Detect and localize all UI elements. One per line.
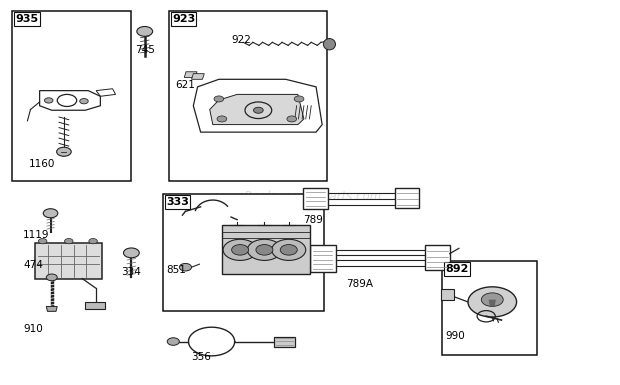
Circle shape xyxy=(468,287,516,317)
Circle shape xyxy=(481,293,503,306)
Bar xyxy=(86,302,105,309)
Circle shape xyxy=(43,209,58,218)
Circle shape xyxy=(167,338,179,345)
Bar xyxy=(303,187,328,209)
Circle shape xyxy=(217,116,227,122)
Text: 892: 892 xyxy=(445,264,469,274)
Circle shape xyxy=(89,239,97,244)
Bar xyxy=(222,224,310,274)
Text: 334: 334 xyxy=(122,267,141,277)
Polygon shape xyxy=(184,72,197,77)
Circle shape xyxy=(287,116,296,122)
Bar xyxy=(163,194,324,311)
Circle shape xyxy=(137,27,153,36)
Text: 745: 745 xyxy=(135,45,155,55)
Circle shape xyxy=(247,239,281,260)
Circle shape xyxy=(256,244,273,255)
Text: 910: 910 xyxy=(23,324,43,334)
Bar xyxy=(35,243,102,278)
Text: 923: 923 xyxy=(172,14,195,24)
Text: 990: 990 xyxy=(445,331,464,341)
Text: 851: 851 xyxy=(166,265,186,275)
Bar xyxy=(310,244,335,272)
Bar xyxy=(273,336,294,347)
Text: 621: 621 xyxy=(175,80,195,90)
Text: 922: 922 xyxy=(231,35,251,45)
Polygon shape xyxy=(210,94,304,125)
Bar xyxy=(441,289,454,300)
Text: 789: 789 xyxy=(303,215,322,225)
Text: 1119: 1119 xyxy=(23,230,50,240)
Text: 356: 356 xyxy=(192,352,211,362)
Polygon shape xyxy=(489,300,496,306)
Circle shape xyxy=(80,99,88,104)
Bar xyxy=(395,188,419,208)
Bar xyxy=(445,262,470,276)
Circle shape xyxy=(232,244,249,255)
Circle shape xyxy=(214,96,224,102)
Polygon shape xyxy=(192,74,204,79)
Polygon shape xyxy=(46,306,57,311)
Circle shape xyxy=(280,244,297,255)
Bar xyxy=(12,12,131,181)
Text: 789A: 789A xyxy=(347,279,373,289)
Bar xyxy=(165,195,190,209)
Bar xyxy=(425,245,450,270)
Bar xyxy=(14,12,40,27)
Circle shape xyxy=(56,147,71,156)
Text: 474: 474 xyxy=(23,260,43,270)
Circle shape xyxy=(45,98,53,103)
Text: 1160: 1160 xyxy=(29,159,56,169)
Ellipse shape xyxy=(324,38,335,50)
Circle shape xyxy=(64,239,73,244)
Circle shape xyxy=(223,239,257,260)
Text: 935: 935 xyxy=(16,14,38,24)
Bar xyxy=(171,12,197,27)
Text: 333: 333 xyxy=(166,197,189,207)
Circle shape xyxy=(179,263,192,271)
Circle shape xyxy=(46,274,57,281)
Circle shape xyxy=(38,239,47,244)
Bar xyxy=(169,12,327,181)
Circle shape xyxy=(294,96,304,102)
Text: eReplacementParts.com: eReplacementParts.com xyxy=(238,190,382,203)
Circle shape xyxy=(254,107,264,113)
Circle shape xyxy=(272,239,306,260)
Circle shape xyxy=(123,248,140,258)
Bar xyxy=(443,261,537,355)
